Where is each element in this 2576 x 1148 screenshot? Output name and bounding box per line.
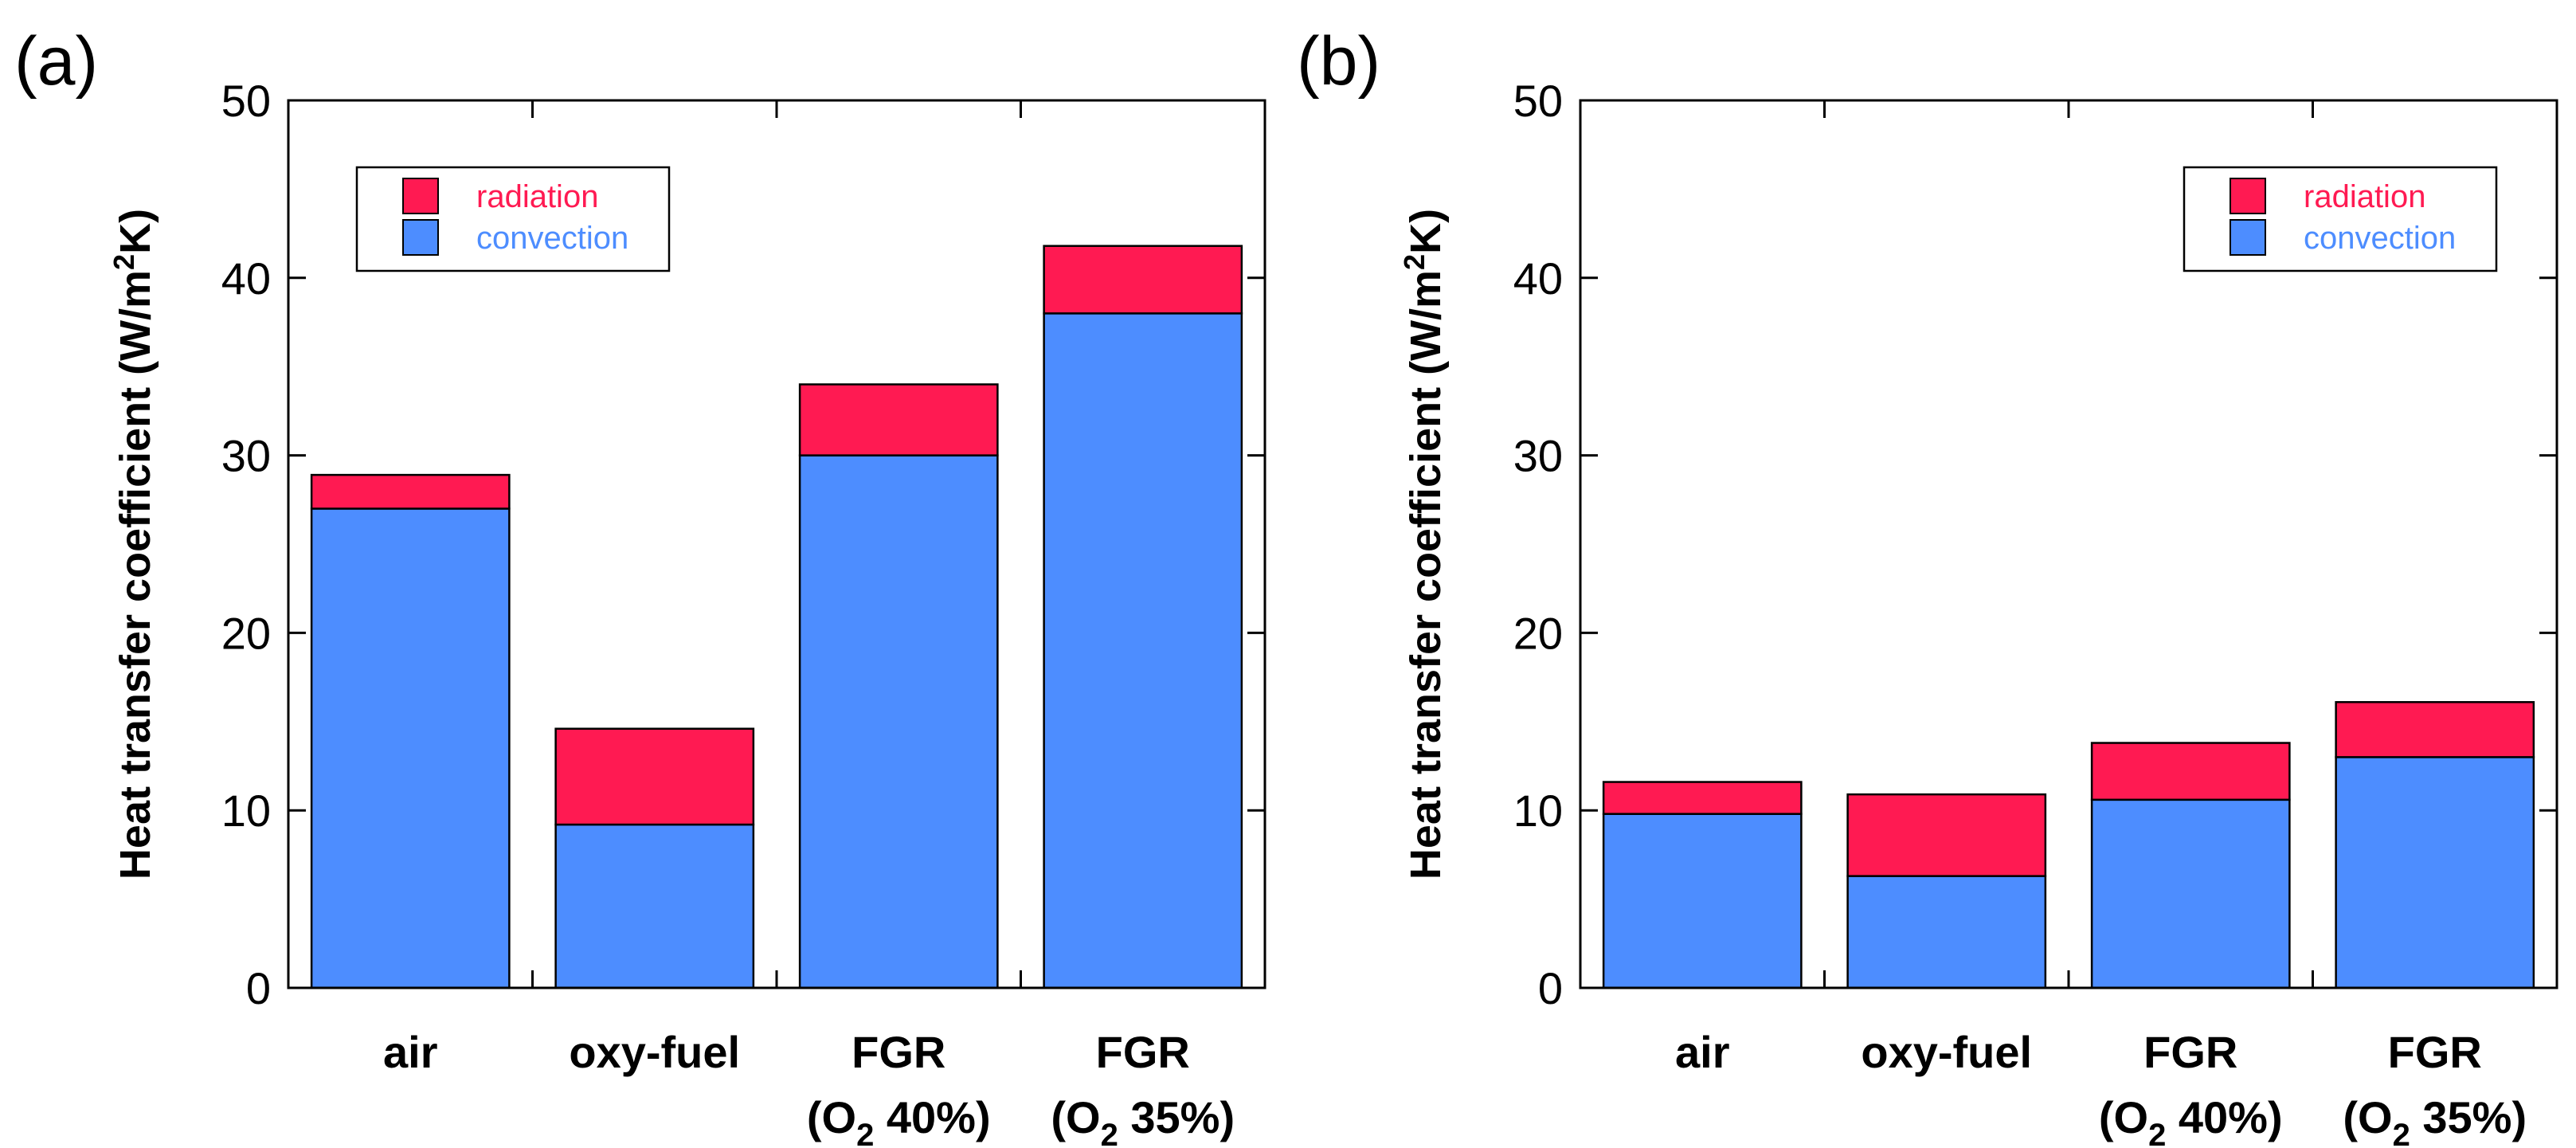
y-tick-label: 30	[1513, 431, 1563, 481]
category-label: oxy-fuel	[1861, 1027, 2032, 1077]
panel-label: (b)	[1297, 23, 1380, 100]
category-label: oxy-fuel	[569, 1027, 740, 1077]
bar-radiation-3	[798, 383, 999, 456]
y-axis-label: Heat transfer coefficient (W/m2K)	[1398, 209, 1450, 880]
legend: radiation convection	[355, 166, 671, 272]
chart-panel-b: (b) air oxy-fuel FGR (O2 40%) FGR (O2 35%) 0 10 2…	[1297, 23, 2558, 1148]
y-axis-label: Heat transfer coefficient (W/m2K)	[108, 209, 159, 880]
legend-label-convection: convection	[2304, 221, 2456, 256]
bar-convection-3	[2090, 798, 2291, 989]
y-tick-label: 50	[1513, 76, 1563, 126]
bar-radiation-2	[1846, 793, 2047, 877]
bar-radiation-4	[2335, 701, 2535, 758]
y-tick-label: 40	[221, 253, 271, 304]
category-label: FGR	[2143, 1027, 2237, 1077]
bar-convection-2	[1846, 875, 2047, 989]
y-tick-label: 0	[246, 963, 271, 1013]
y-tick-label: 10	[221, 786, 271, 836]
bar-convection-4	[1043, 312, 1243, 989]
category-label: FGR	[2388, 1027, 2482, 1077]
category-label: (O2 40%)	[2099, 1092, 2283, 1148]
y-tick-label: 20	[221, 608, 271, 658]
category-label: FGR	[851, 1027, 945, 1077]
bar-convection-1	[1602, 813, 1803, 989]
bar-convection-1	[310, 507, 511, 989]
category-label: FGR	[1096, 1027, 1190, 1077]
bar-convection-3	[798, 454, 999, 989]
y-tick-label: 50	[221, 76, 271, 126]
category-label: (O2 40%)	[807, 1092, 991, 1148]
panel-label: (a)	[14, 23, 98, 100]
y-tick-label: 40	[1513, 253, 1563, 304]
legend-swatch-convection	[402, 219, 439, 256]
category-label: (O2 35%)	[2343, 1092, 2527, 1148]
bar-convection-2	[554, 823, 755, 989]
legend-label-radiation: radiation	[476, 179, 598, 214]
y-tick-label: 20	[1513, 608, 1563, 658]
y-tick-label: 30	[221, 431, 271, 481]
legend-label-radiation: radiation	[2304, 179, 2425, 214]
category-label: (O2 35%)	[1051, 1092, 1235, 1148]
legend-swatch-radiation	[2230, 178, 2266, 214]
chart-panel-a: (a) air oxy-fuel FGR (O2 40%) FGR (O2 35%) 0 10 2…	[14, 23, 1266, 1148]
legend-label-convection: convection	[476, 221, 628, 256]
category-label: air	[1675, 1027, 1730, 1077]
legend-swatch-radiation	[402, 178, 439, 214]
bar-radiation-1	[310, 473, 511, 510]
category-label: air	[383, 1027, 438, 1077]
bar-radiation-2	[554, 727, 755, 826]
y-tick-label: 10	[1513, 786, 1563, 836]
bar-radiation-3	[2090, 742, 2291, 801]
legend: radiation convection	[2183, 166, 2498, 272]
y-tick-label: 0	[1538, 963, 1563, 1013]
bar-radiation-1	[1602, 781, 1803, 815]
bar-radiation-4	[1043, 245, 1243, 315]
bar-convection-4	[2335, 756, 2535, 989]
legend-swatch-convection	[2230, 219, 2266, 256]
